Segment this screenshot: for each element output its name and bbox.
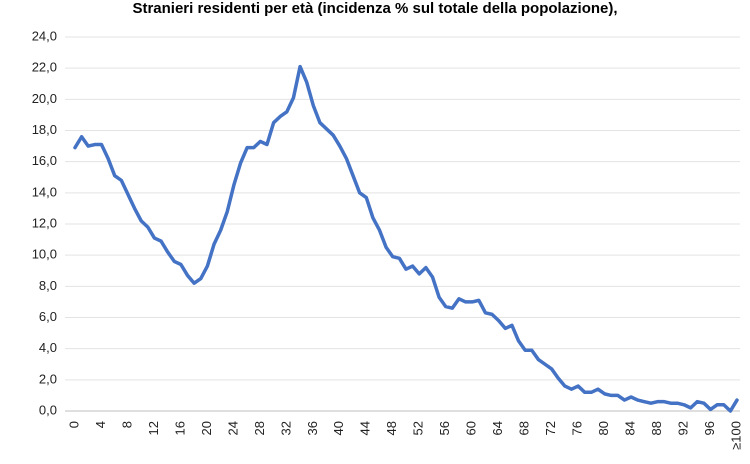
x-tick-label: 68: [517, 421, 532, 435]
line-series: [73, 64, 739, 413]
x-tick-label: 16: [172, 421, 187, 435]
y-tick-label: 22,0: [32, 60, 57, 75]
x-tick-label: 8: [119, 421, 134, 428]
x-tick-label: 40: [331, 421, 346, 435]
y-tick-label: 8,0: [39, 278, 57, 293]
y-tick-label: 0,0: [39, 402, 57, 417]
x-tick-label: 36: [305, 421, 320, 435]
x-tick-label: 0: [66, 421, 81, 428]
y-tick-label: 4,0: [39, 340, 57, 355]
chart-title: Stranieri residenti per età (incidenza %…: [132, 0, 617, 17]
x-tick-label: 24: [225, 421, 240, 435]
x-tick-label: ≥100: [728, 421, 743, 450]
y-tick-label: 14,0: [32, 184, 57, 199]
x-tick-label: 92: [675, 421, 690, 435]
y-tick-label: 16,0: [32, 153, 57, 168]
x-tick-label: 88: [649, 421, 664, 435]
x-tick-label: 4: [93, 421, 108, 428]
x-tick-label: 60: [464, 421, 479, 435]
x-tick-label: 32: [278, 421, 293, 435]
x-tick-label: 52: [411, 421, 426, 435]
x-tick-label: 84: [623, 421, 638, 435]
y-tick-label: 24,0: [32, 28, 57, 43]
x-tick-label: 20: [199, 421, 214, 435]
x-tick-label: 44: [358, 421, 373, 435]
y-tick-label: 6,0: [39, 309, 57, 324]
x-tick-label: 72: [543, 421, 558, 435]
y-tick-label: 12,0: [32, 215, 57, 230]
x-tick-label: 12: [146, 421, 161, 435]
y-tick-label: 20,0: [32, 91, 57, 106]
y-tick-label: 10,0: [32, 247, 57, 262]
x-tick-label: 28: [252, 421, 267, 435]
x-tick-label: 56: [437, 421, 452, 435]
x-tick-label: 48: [384, 421, 399, 435]
x-tick-label: 96: [702, 421, 717, 435]
y-tick-label: 2,0: [39, 371, 57, 386]
x-tick-label: 76: [570, 421, 585, 435]
x-tick-label: 80: [596, 421, 611, 435]
x-tick-label: 64: [490, 421, 505, 435]
y-tick-label: 18,0: [32, 122, 57, 137]
